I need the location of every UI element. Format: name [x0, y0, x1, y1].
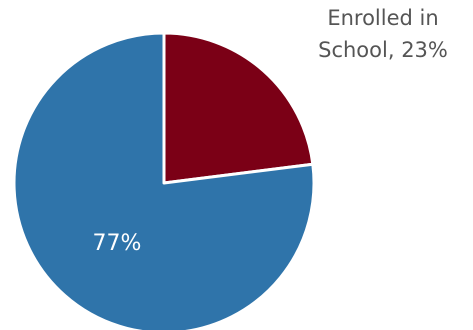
slice-label-enrolled-line1: Enrolled in [327, 6, 438, 30]
slice-77-percent [12, 31, 316, 330]
slice-label-enrolled-line2: School, 23% [318, 38, 448, 62]
slice-enrolled-in-school [162, 31, 315, 185]
slice-label-77: 77% [93, 231, 142, 256]
slices-layer [12, 31, 316, 330]
